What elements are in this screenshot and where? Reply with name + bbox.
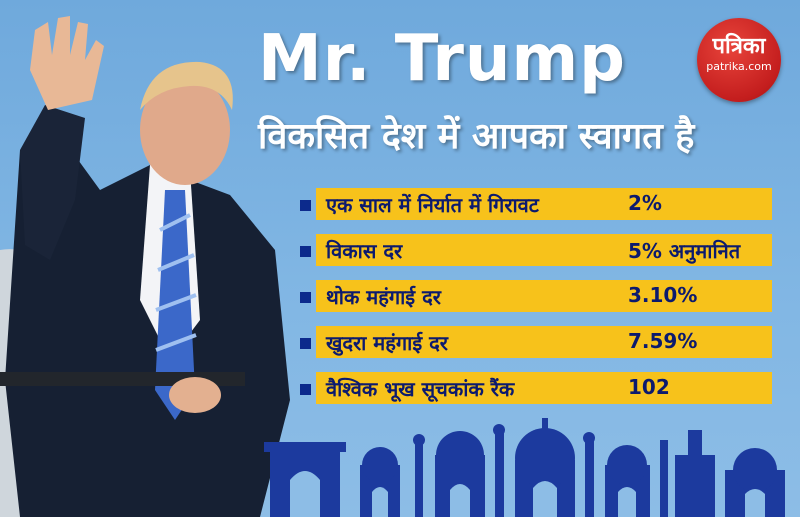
stat-value: 102 (628, 375, 670, 399)
stat-label: एक साल में निर्यात में गिरावट (326, 193, 539, 217)
stat-row: खुदरा महंगाई दर 7.59% (298, 326, 778, 362)
city-skyline-illustration (264, 418, 785, 517)
bullet-icon (300, 338, 311, 349)
stat-label: खुदरा महंगाई दर (326, 331, 448, 355)
stat-row: एक साल में निर्यात में गिरावट 2% (298, 188, 778, 224)
stat-value: 3.10% (628, 283, 698, 307)
stat-label: विकास दर (326, 239, 403, 263)
stat-bar (316, 280, 772, 312)
bullet-icon (300, 384, 311, 395)
stat-label: थोक महंगाई दर (326, 285, 441, 309)
stat-bar (316, 188, 772, 220)
stat-value: 2% (628, 191, 662, 215)
stat-value: 5% अनुमानित (628, 239, 741, 263)
stat-bar (316, 234, 772, 266)
headline-subtitle: विकसित देश में आपका स्वागत है (258, 116, 695, 157)
stat-value: 7.59% (628, 329, 698, 353)
stat-row: वैश्विक भूख सूचकांक रैंक 102 (298, 372, 778, 408)
stat-label: वैश्विक भूख सूचकांक रैंक (326, 377, 515, 401)
headline-title: Mr. Trump (258, 22, 626, 96)
bullet-icon (300, 246, 311, 257)
stats-list: एक साल में निर्यात में गिरावट 2% विकास द… (298, 188, 778, 418)
logo-name: पत्रिका (712, 34, 766, 59)
stat-bar (316, 372, 772, 404)
bullet-icon (300, 292, 311, 303)
person-illustration (0, 16, 290, 517)
stat-row: विकास दर 5% अनुमानित (298, 234, 778, 270)
stat-bar (316, 326, 772, 358)
stat-row: थोक महंगाई दर 3.10% (298, 280, 778, 316)
bullet-icon (300, 200, 311, 211)
patrika-logo: पत्रिका patrika.com (697, 18, 781, 102)
logo-site: patrika.com (706, 60, 772, 73)
